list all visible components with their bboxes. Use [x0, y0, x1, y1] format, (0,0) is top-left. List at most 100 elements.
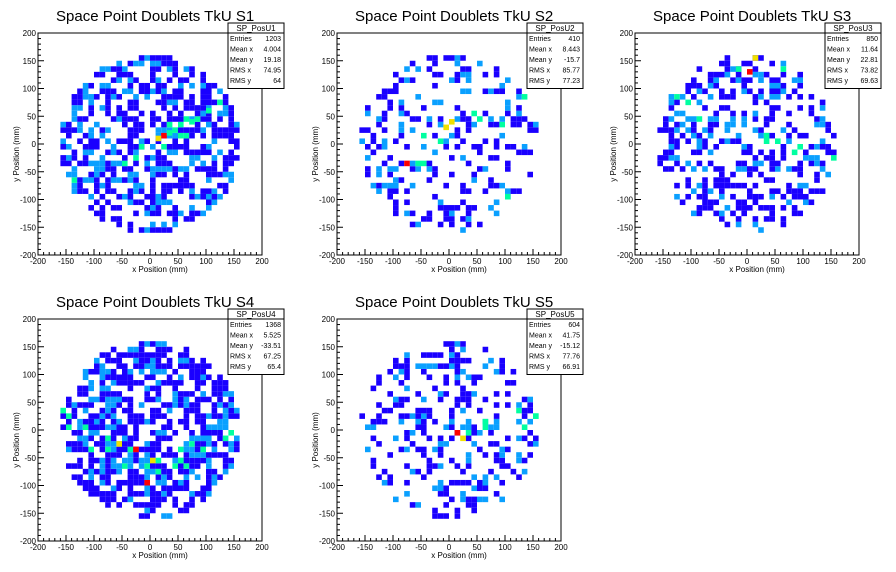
histogram-cell: [387, 479, 393, 486]
histogram-cell-hot: [172, 127, 178, 133]
histogram-cell: [668, 166, 675, 172]
histogram-cell: [493, 368, 500, 375]
histogram-cell: [724, 221, 731, 228]
histogram-cell: [758, 227, 764, 233]
histogram-cell: [685, 116, 691, 122]
histogram-cell: [724, 177, 731, 183]
histogram-cell: [465, 424, 472, 430]
histogram-cell: [747, 171, 753, 178]
histogram-cell: [189, 463, 195, 469]
histogram-cell: [786, 166, 792, 172]
histogram-cell: [449, 346, 455, 353]
histogram-cell: [808, 94, 815, 100]
histogram-cell: [133, 182, 139, 189]
histogram-cell: [381, 88, 388, 95]
histogram-cell: [155, 149, 162, 156]
histogram-cell: [752, 199, 759, 206]
histogram-cell: [105, 357, 111, 364]
histogram-cell: [465, 391, 472, 397]
histogram-cell: [454, 352, 461, 358]
histogram-cell: [415, 446, 421, 453]
histogram-cell: [183, 452, 190, 458]
histogram-cell: [477, 446, 483, 453]
histogram-cell: [206, 468, 212, 475]
y-tick-label: 50: [326, 398, 335, 407]
histogram-cell: [499, 182, 505, 189]
histogram-cell: [488, 116, 494, 122]
histogram-cell: [116, 110, 122, 117]
histogram-cell: [110, 418, 117, 425]
histogram-cell: [66, 132, 72, 139]
histogram-cell: [138, 352, 145, 358]
histogram-cell: [189, 407, 195, 414]
histogram-cell: [144, 391, 150, 397]
histogram-cell: [150, 418, 156, 425]
histogram-cell: [780, 82, 787, 89]
histogram-cell: [735, 199, 742, 206]
histogram-cell: [222, 155, 229, 161]
histogram-cell: [527, 418, 533, 425]
histogram-cell: [437, 199, 444, 206]
histogram-cell: [71, 413, 78, 419]
histogram-cell: [505, 402, 511, 408]
histogram-cell: [730, 182, 736, 189]
histogram-cell: [696, 66, 703, 72]
histogram-cell: [780, 127, 787, 133]
histogram-cell: [493, 424, 500, 430]
histogram-cell: [66, 463, 72, 469]
histogram-cell: [730, 66, 736, 72]
histogram-cell: [138, 110, 145, 117]
histogram-cell: [105, 94, 111, 100]
histogram-cell: [105, 413, 111, 419]
histogram-cell: [222, 99, 229, 106]
histogram-cell: [88, 474, 94, 480]
histogram-cell: [166, 380, 173, 386]
x-tick-label: -50: [116, 257, 128, 266]
histogram-cell: [133, 418, 139, 425]
histogram-cell: [183, 413, 190, 419]
histogram-cell: [150, 468, 156, 475]
histogram-cell: [161, 413, 167, 419]
histogram-cell: [724, 66, 731, 72]
histogram-cell: [161, 491, 167, 497]
histogram-cell: [206, 144, 212, 150]
histogram-cell: [60, 144, 66, 150]
histogram-cell: [110, 452, 117, 458]
histogram-cell: [365, 110, 371, 117]
histogram-cell: [460, 55, 466, 61]
histogram-cell: [71, 402, 78, 408]
histogram-cell: [99, 418, 106, 425]
histogram-cell: [161, 463, 167, 469]
stats-value: 1368: [265, 322, 281, 329]
histogram-cell: [172, 368, 178, 375]
histogram-cell: [426, 463, 433, 469]
histogram-cell: [426, 468, 433, 475]
histogram-cell: [194, 463, 201, 469]
histogram-cell: [144, 513, 150, 519]
histogram-cell: [161, 105, 167, 111]
histogram-cell-hot: [200, 446, 206, 453]
stats-label: Entries: [529, 36, 551, 43]
histogram-cell: [155, 132, 162, 139]
histogram-cell: [713, 144, 719, 150]
histogram-cell: [393, 357, 399, 364]
histogram-cell: [127, 227, 134, 233]
histogram-cell: [200, 368, 206, 375]
histogram-cell: [454, 132, 461, 139]
y-tick-label: -200: [20, 537, 37, 546]
histogram-cell: [155, 496, 162, 503]
histogram-cell: [144, 452, 150, 458]
histogram-cell: [488, 441, 494, 447]
histogram-cell: [516, 121, 522, 128]
histogram-cell: [370, 457, 377, 464]
y-tick-label: -100: [319, 482, 336, 491]
histogram-cell: [194, 155, 201, 161]
histogram-cell: [454, 463, 461, 469]
histogram-cell: [460, 468, 466, 475]
histogram-cell: [116, 205, 122, 211]
histogram-cell: [105, 352, 111, 358]
stats-box-frame: [824, 22, 882, 89]
histogram-cell: [94, 457, 100, 464]
histogram-cell: [222, 463, 229, 469]
histogram-cell: [116, 452, 122, 458]
